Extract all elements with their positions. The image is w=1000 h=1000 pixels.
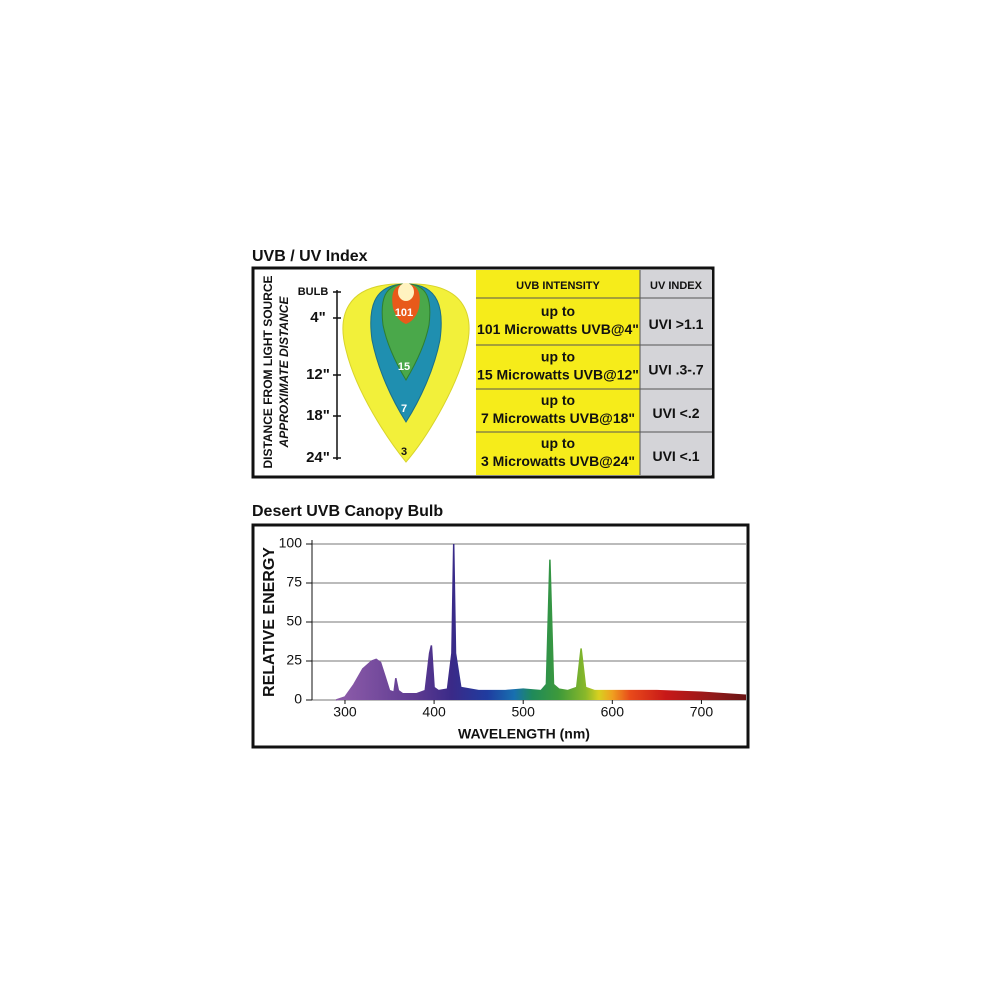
intensity-column <box>476 270 640 475</box>
intensity-line: up to <box>541 392 575 408</box>
intensity-line: 15 Microwatts UVB@12" <box>477 367 639 383</box>
zone-label: 15 <box>398 361 410 373</box>
section-title: UVB / UV Index <box>252 248 368 265</box>
uv-table <box>476 270 712 475</box>
distance-label: BULB <box>298 286 329 298</box>
distance-label: 4" <box>310 309 325 326</box>
intensity-line: 3 Microwatts UVB@24" <box>481 453 635 469</box>
y-axis-label: RELATIVE ENERGY <box>261 547 278 697</box>
intensity-line: 101 Microwatts UVB@4" <box>477 321 639 337</box>
zone-label: 7 <box>401 403 407 415</box>
intensity-line: 7 Microwatts UVB@18" <box>481 410 635 426</box>
x-tick-label: 600 <box>601 704 625 720</box>
axis-label: DISTANCE FROM LIGHT SOURCE <box>261 275 275 468</box>
y-tick-label: 50 <box>286 613 302 629</box>
plot: 0 25 50 75 100 300 400 500 600 700 <box>279 535 747 720</box>
zone-label: 3 <box>401 446 407 458</box>
intensity-line: up to <box>541 303 575 319</box>
distance-label: 18" <box>306 407 330 424</box>
axis-sublabel: APPROXIMATE DISTANCE <box>277 296 291 449</box>
uv-index-value: UVI <.2 <box>652 405 699 421</box>
y-tick-label: 75 <box>286 574 302 590</box>
bulb <box>398 283 414 301</box>
intensity-line: up to <box>541 349 575 365</box>
table-header: UVB INTENSITY <box>516 280 600 292</box>
chart-title: Desert UVB Canopy Bulb <box>252 503 443 520</box>
index-column <box>640 270 712 475</box>
spectrum-area <box>336 544 746 700</box>
uv-index-value: UVI <.1 <box>652 448 699 464</box>
x-tick-label: 500 <box>512 704 536 720</box>
y-tick-label: 100 <box>279 535 303 551</box>
table-header: UV INDEX <box>650 280 703 292</box>
y-tick-label: 0 <box>294 691 302 707</box>
y-tick-label: 25 <box>286 652 302 668</box>
uv-index-value: UVI .3-.7 <box>648 362 703 378</box>
x-tick-label: 700 <box>690 704 714 720</box>
chart-frame <box>251 523 750 749</box>
x-axis-label: WAVELENGTH (nm) <box>458 726 590 742</box>
uv-index-value: UVI >1.1 <box>649 316 704 332</box>
x-tick-label: 300 <box>333 704 357 720</box>
zone-drops <box>342 283 470 463</box>
x-tick-label: 400 <box>422 704 446 720</box>
distance-label: 24" <box>306 449 330 466</box>
intensity-line: up to <box>541 435 575 451</box>
zone-label: 101 <box>395 307 413 319</box>
distance-label: 12" <box>306 366 330 383</box>
spectrum-line <box>335 543 747 701</box>
